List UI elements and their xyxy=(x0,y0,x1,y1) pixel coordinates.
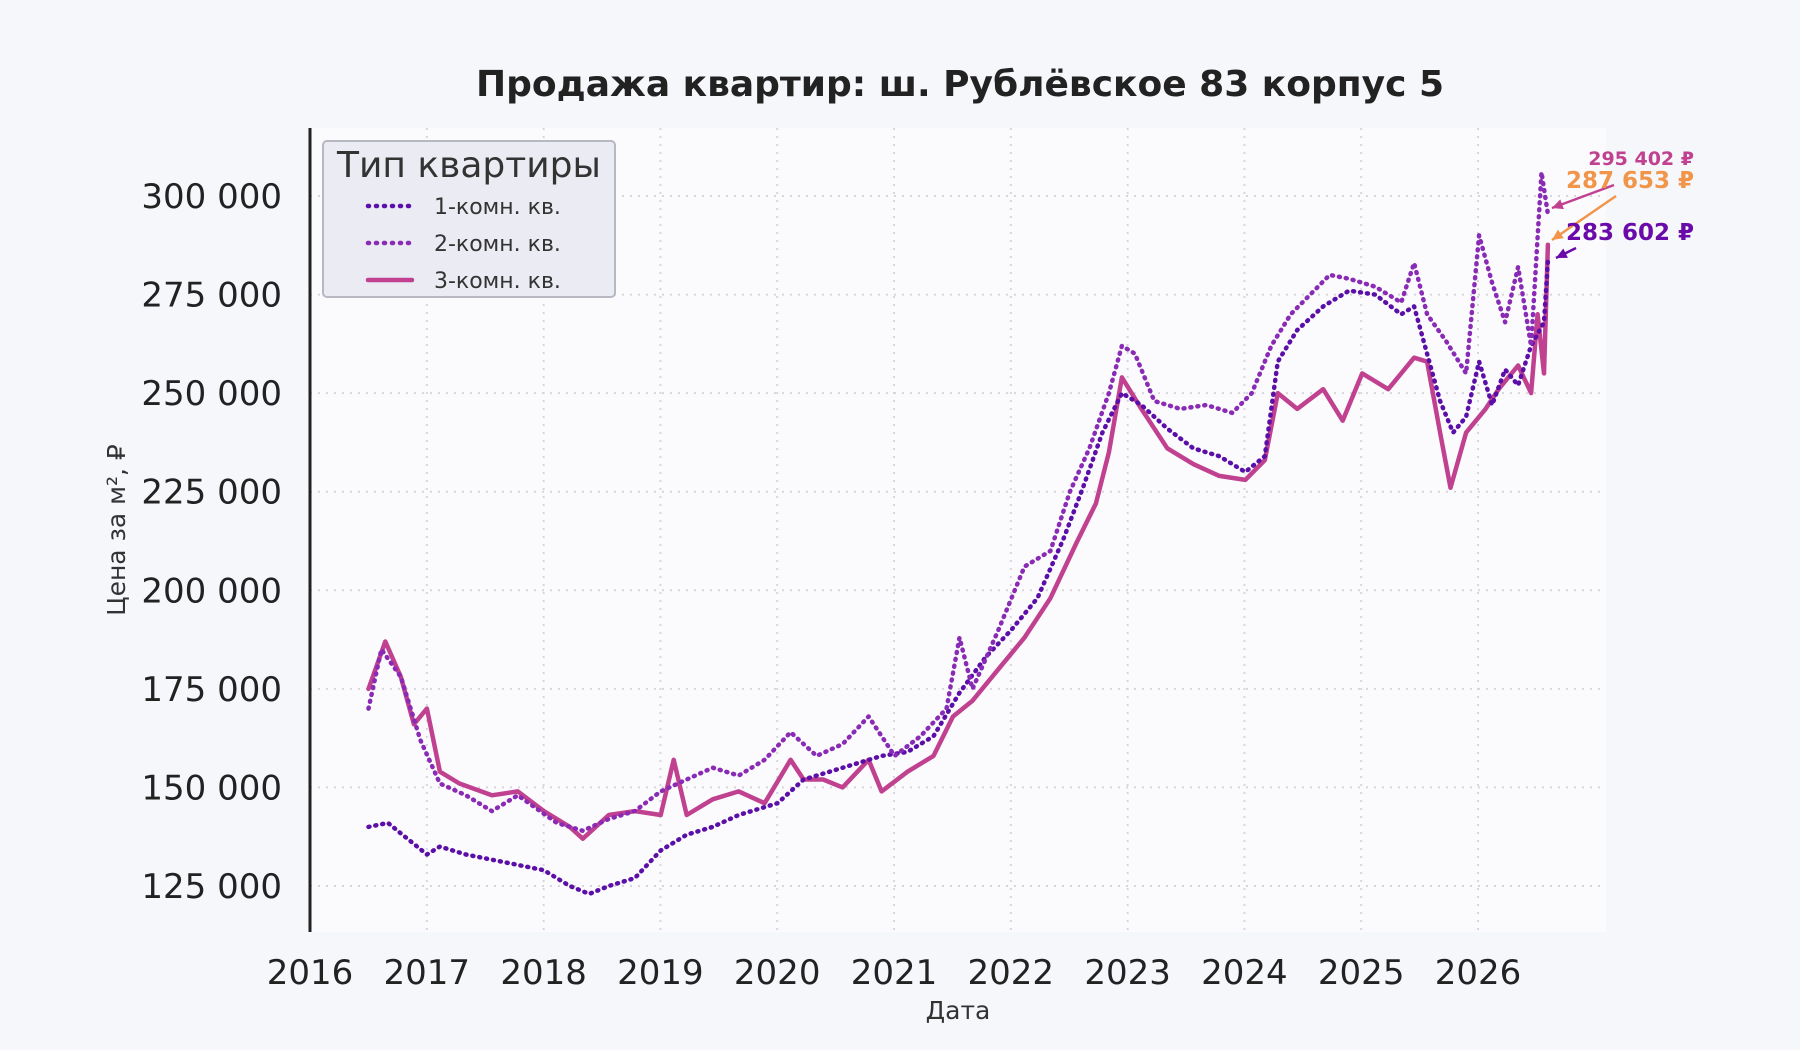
y-tick-label: 175 000 xyxy=(141,670,282,710)
x-tick-label: 2018 xyxy=(500,953,587,993)
annotation-label: 283 602 ₽ xyxy=(1566,220,1694,246)
legend-label: 1-комн. кв. xyxy=(434,195,561,220)
y-tick-label: 125 000 xyxy=(141,867,282,907)
annotation-label: 295 402 ₽ xyxy=(1588,148,1694,170)
annotation-label: 287 653 ₽ xyxy=(1566,168,1694,194)
x-tick-label: 2019 xyxy=(617,953,704,993)
legend-label: 3-комн. кв. xyxy=(434,269,561,294)
x-tick-label: 2023 xyxy=(1084,953,1171,993)
y-tick-label: 200 000 xyxy=(141,571,282,611)
x-tick-label: 2026 xyxy=(1435,953,1522,993)
x-axis-label: Дата xyxy=(926,996,991,1025)
annotations: 295 402 ₽287 653 ₽ 283 602 ₽ xyxy=(1551,148,1694,260)
y-tick-label: 275 000 xyxy=(141,276,282,316)
annotation-arrowhead xyxy=(1555,248,1568,258)
y-axis-label: Цена за м², ₽ xyxy=(102,444,131,616)
legend-box xyxy=(322,140,616,298)
legend-label: 2-комн. кв. xyxy=(434,232,561,257)
y-tick-label: 300 000 xyxy=(141,177,282,217)
series-layer xyxy=(366,170,1551,897)
y-tick-label: 250 000 xyxy=(141,374,282,414)
x-tick-label: 2024 xyxy=(1201,953,1288,993)
annotation-arrowhead xyxy=(1551,199,1564,210)
legend: Тип квартиры 1-комн. кв. 2-комн. кв. 3-ком… xyxy=(322,140,616,298)
series-line-1 xyxy=(366,258,1551,897)
x-tick-label: 2025 xyxy=(1318,953,1405,993)
annotation-arrowhead xyxy=(1551,229,1564,240)
x-tick-label: 2017 xyxy=(384,953,471,993)
legend-title: Тип квартиры xyxy=(336,145,601,186)
y-tick-label: 150 000 xyxy=(141,768,282,808)
x-tick-label: 2020 xyxy=(734,953,821,993)
annotation-arrow xyxy=(1551,194,1617,242)
tick-labels: 125 000 150 000 175 000 200 000 225 000 250 0… xyxy=(141,177,1521,993)
series-line-2 xyxy=(366,170,1551,834)
y-tick-label: 225 000 xyxy=(141,473,282,513)
x-tick-label: 2022 xyxy=(968,953,1055,993)
annotation-arrow xyxy=(1551,183,1615,210)
chart-title: Продажа квартир: ш. Рублёвское 83 корпус… xyxy=(476,64,1444,105)
x-tick-label: 2016 xyxy=(267,953,354,993)
x-tick-label: 2021 xyxy=(851,953,938,993)
